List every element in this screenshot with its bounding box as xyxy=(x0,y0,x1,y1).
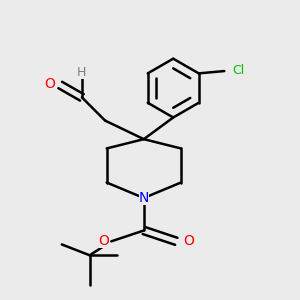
Text: N: N xyxy=(139,191,149,205)
Text: H: H xyxy=(77,66,87,79)
Text: O: O xyxy=(99,234,110,248)
Text: O: O xyxy=(183,234,194,248)
Text: O: O xyxy=(44,77,55,92)
Text: Cl: Cl xyxy=(232,64,244,76)
